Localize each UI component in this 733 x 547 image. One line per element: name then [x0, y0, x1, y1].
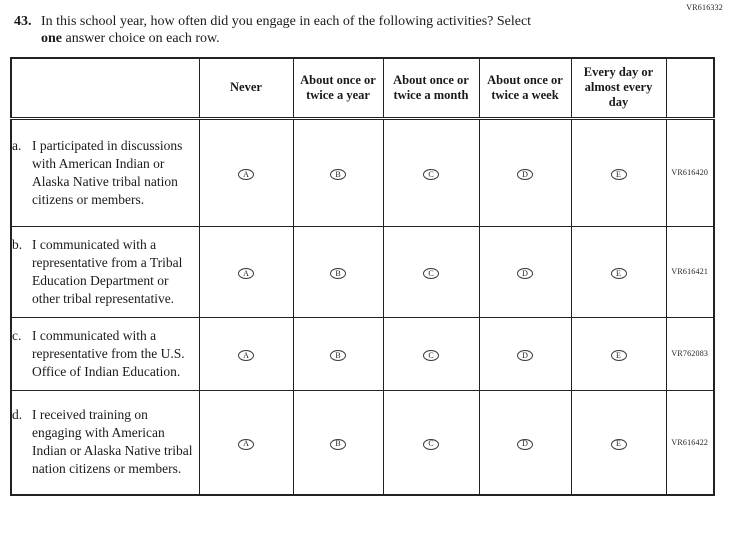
answer-bubble-b-E[interactable]: E [610, 268, 627, 279]
answer-bubble-c-C[interactable]: C [423, 350, 439, 361]
header-every-day: Every day or almost every day [570, 57, 667, 120]
answer-bubble-a-B[interactable]: B [330, 169, 346, 180]
row-d-cell-daily: E [570, 389, 667, 496]
row-c-code: VR762083 [665, 316, 715, 391]
row-a-cell-week: D [478, 117, 572, 227]
table-row-d: d. I received training on engaging with … [10, 389, 715, 496]
answer-bubble-a-D[interactable]: D [517, 169, 533, 180]
header-once-twice-year: About once or twice a year [292, 57, 384, 120]
answer-bubble-b-B[interactable]: B [330, 268, 346, 279]
answer-bubble-d-B[interactable]: B [330, 438, 346, 450]
row-d-stem: d. I received training on engaging with … [10, 389, 200, 496]
question-line1: In this school year, how often did you e… [41, 14, 532, 29]
header-stem-blank [10, 57, 200, 120]
answer-bubble-b-A[interactable]: A [238, 268, 254, 279]
row-b-cell-week: D [478, 225, 572, 318]
table-row-b: b. I communicated with a representative … [10, 225, 715, 318]
row-a-cell-year: B [292, 117, 384, 227]
row-c-cell-never: A [198, 316, 294, 391]
row-d-text: I received training on engaging with Ame… [32, 407, 193, 477]
row-d-cell-week: D [478, 389, 572, 496]
answer-bubble-c-D[interactable]: D [517, 350, 533, 361]
header-once-twice-month: About once or twice a month [382, 57, 480, 120]
row-a-stem: a. I participated in discussions with Am… [10, 117, 200, 227]
header-code-blank [665, 57, 715, 120]
row-b-letter: b. [12, 236, 23, 252]
row-c-cell-month: C [382, 316, 480, 391]
page-variable-code: VR616332 [686, 3, 723, 12]
header-never: Never [198, 57, 294, 120]
question-line2: answer choice on each row. [62, 31, 220, 46]
row-d-cell-month: C [382, 389, 480, 496]
row-a-cell-month: C [382, 117, 480, 227]
question-bold-word: one [41, 31, 62, 46]
answer-bubble-d-D[interactable]: D [517, 438, 533, 450]
table-row-c: c. I communicated with a representative … [10, 316, 715, 391]
row-b-text: I communicated with a representative fro… [32, 236, 183, 306]
header-row: Never About once or twice a year About o… [10, 57, 715, 120]
row-b-code: VR616421 [665, 225, 715, 318]
row-a-cell-daily: E [570, 117, 667, 227]
row-b-stem: b. I communicated with a representative … [10, 225, 200, 318]
answer-bubble-d-C[interactable]: C [423, 438, 439, 450]
header-once-twice-week: About once or twice a week [478, 57, 572, 120]
answer-bubble-b-D[interactable]: D [517, 268, 533, 279]
answer-bubble-a-C[interactable]: C [423, 169, 439, 180]
answer-bubble-b-C[interactable]: C [423, 268, 439, 279]
row-a-code: VR616420 [665, 117, 715, 227]
row-c-cell-week: D [478, 316, 572, 391]
row-d-letter: d. [12, 407, 23, 423]
row-d-code: VR616422 [665, 389, 715, 496]
row-b-cell-daily: E [570, 225, 667, 318]
question-block: 43. In this school year, how often did y… [0, 0, 733, 47]
answer-bubble-c-A[interactable]: A [238, 350, 254, 361]
row-c-cell-year: B [292, 316, 384, 391]
frequency-matrix-table: Never About once or twice a year About o… [10, 57, 715, 496]
answer-bubble-d-A[interactable]: A [238, 438, 254, 450]
row-c-letter: c. [12, 327, 22, 343]
row-c-cell-daily: E [570, 316, 667, 391]
answer-bubble-d-E[interactable]: E [610, 438, 627, 450]
row-a-text: I participated in discussions with Ameri… [32, 137, 183, 207]
row-b-cell-month: C [382, 225, 480, 318]
table-row-a: a. I participated in discussions with Am… [10, 117, 715, 227]
row-d-cell-never: A [198, 389, 294, 496]
row-a-letter: a. [12, 137, 22, 153]
answer-bubble-c-E[interactable]: E [610, 350, 627, 361]
row-b-cell-never: A [198, 225, 294, 318]
row-c-stem: c. I communicated with a representative … [10, 316, 200, 391]
row-a-cell-never: A [198, 117, 294, 227]
question-number: 43. [14, 14, 32, 29]
answer-bubble-a-A[interactable]: A [238, 169, 254, 180]
row-d-cell-year: B [292, 389, 384, 496]
answer-bubble-c-B[interactable]: B [330, 350, 346, 361]
row-b-cell-year: B [292, 225, 384, 318]
question-text: In this school year, how often did you e… [41, 13, 693, 47]
answer-bubble-a-E[interactable]: E [610, 169, 627, 180]
row-c-text: I communicated with a representative fro… [32, 327, 185, 379]
